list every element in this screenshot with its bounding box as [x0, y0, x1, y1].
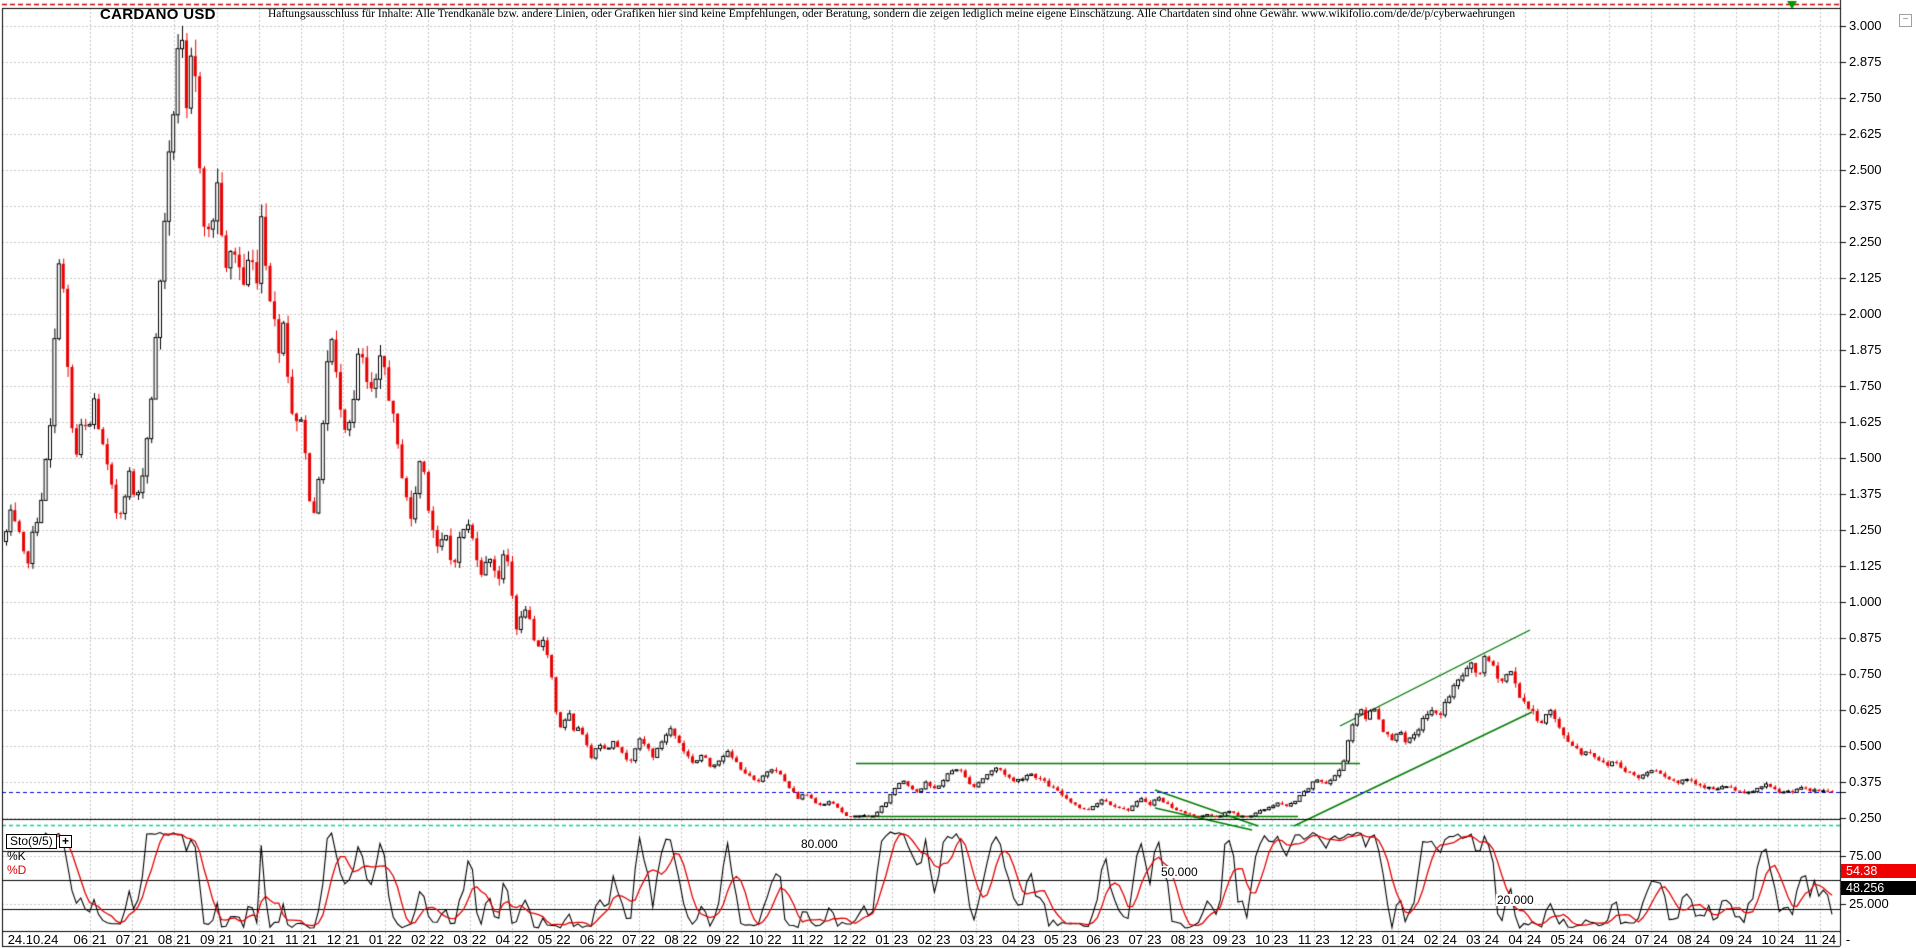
- price-tick-label: 1.375: [1849, 486, 1882, 501]
- date-tick-label: 05 23: [1044, 932, 1078, 947]
- stoch-d-legend: %D: [7, 863, 27, 877]
- price-tick-label: 2.875: [1849, 54, 1882, 69]
- date-tick-label: 07 23: [1128, 932, 1162, 947]
- date-tick-label: 03 23: [959, 932, 993, 947]
- date-tick-label: 04 23: [1001, 932, 1035, 947]
- stoch-level-50-label: 50.000: [1160, 865, 1199, 879]
- price-tick-label: 1.500: [1849, 450, 1882, 465]
- date-tick-label: 02 22: [411, 932, 445, 947]
- date-tick-label: 01 22: [368, 932, 402, 947]
- price-tick-label: 1.125: [1849, 558, 1882, 573]
- stoch-axis-25: 25.000: [1849, 896, 1889, 911]
- stoch-level-80-label: 80.000: [800, 837, 839, 851]
- date-tick-label: 11 23: [1297, 932, 1330, 947]
- date-tick-label: 08 24: [1677, 932, 1711, 947]
- date-tick-label: 10 23: [1255, 932, 1289, 947]
- date-tick-label: 08 21: [157, 932, 191, 947]
- price-tick-label: 1.000: [1849, 594, 1882, 609]
- date-tick-label: 09 24: [1719, 932, 1753, 947]
- date-tick-label: 07 21: [115, 932, 149, 947]
- date-tick-label: 09 23: [1212, 932, 1246, 947]
- date-tick-label: 10 24: [1761, 932, 1795, 947]
- stoch-axis-75: 75.00: [1849, 848, 1882, 863]
- date-tick-label: 06 21: [73, 932, 107, 947]
- date-tick-label: 11 24: [1804, 932, 1837, 947]
- date-tick-label: 06 24: [1592, 932, 1626, 947]
- price-tick-label: 0.625: [1849, 702, 1882, 717]
- date-tick-label: 11 21: [285, 932, 317, 947]
- date-tick-label: 05 22: [537, 932, 571, 947]
- price-tick-label: 0.375: [1849, 774, 1882, 789]
- price-tick-label: 2.250: [1849, 234, 1882, 249]
- date-tick-label: 04 24: [1508, 932, 1542, 947]
- date-tick-label: 10 22: [748, 932, 782, 947]
- price-tick-label: 3.000: [1849, 18, 1882, 33]
- price-tick-label: 2.000: [1849, 306, 1882, 321]
- date-tick-label: 12 23: [1339, 932, 1373, 947]
- price-tick-label: 0.500: [1849, 738, 1882, 753]
- price-tick-label: 0.875: [1849, 630, 1882, 645]
- price-tick-label: 1.750: [1849, 378, 1882, 393]
- stoch-k-legend: %K: [7, 849, 26, 863]
- date-tick-label: 01 23: [875, 932, 909, 947]
- date-tick-label: 02 23: [917, 932, 951, 947]
- price-tick-label: 0.250: [1849, 810, 1882, 825]
- date-tick-label: 03 24: [1466, 932, 1500, 947]
- date-start-label: 24.10.24: [7, 932, 59, 947]
- price-tick-label: 2.500: [1849, 162, 1882, 177]
- stoch-d-value-badge: 54.38: [1841, 864, 1916, 878]
- date-end-label: -: [1845, 932, 1851, 947]
- date-tick-label: 06 23: [1086, 932, 1120, 947]
- chart-title: CARDANO USD: [100, 6, 216, 23]
- price-tick-label: 2.375: [1849, 198, 1882, 213]
- date-tick-label: 07 24: [1634, 932, 1668, 947]
- date-tick-label: 01 24: [1381, 932, 1415, 947]
- date-tick-label: 06 22: [579, 932, 613, 947]
- date-tick-label: 08 23: [1170, 932, 1204, 947]
- price-tick-label: 1.250: [1849, 522, 1882, 537]
- stoch-k-value-badge: 48.256: [1841, 881, 1916, 895]
- stoch-level-20-label: 20.000: [1496, 893, 1535, 907]
- stochastic-indicator-button[interactable]: Sto(9/5): [6, 834, 57, 849]
- date-tick-label: 02 24: [1423, 932, 1457, 947]
- date-tick-label: 10 21: [242, 932, 276, 947]
- price-tick-label: 1.875: [1849, 342, 1882, 357]
- date-tick-label: 12 22: [833, 932, 867, 947]
- last-price-badge: 0.342: [1846, 784, 1878, 799]
- collapse-panel-icon[interactable]: −: [1899, 14, 1912, 27]
- disclaimer-text: Haftungsausschluss für Inhalte: Alle Tre…: [268, 8, 1516, 20]
- price-tick-label: 0.750: [1849, 666, 1882, 681]
- date-tick-label: 09 22: [706, 932, 740, 947]
- date-tick-label: 07 22: [622, 932, 656, 947]
- date-tick-label: 09 21: [200, 932, 234, 947]
- date-tick-label: 11 22: [791, 932, 824, 947]
- date-tick-label: 12 21: [326, 932, 360, 947]
- price-tick-label: 2.750: [1849, 90, 1882, 105]
- date-tick-label: 03 22: [453, 932, 487, 947]
- price-tick-label: 2.625: [1849, 126, 1882, 141]
- add-indicator-icon[interactable]: +: [59, 835, 72, 848]
- date-tick-label: 08 22: [664, 932, 698, 947]
- price-tick-label: 2.125: [1849, 270, 1882, 285]
- date-tick-label: 04 22: [495, 932, 529, 947]
- price-tick-label: 1.625: [1849, 414, 1882, 429]
- date-tick-label: 05 24: [1550, 932, 1584, 947]
